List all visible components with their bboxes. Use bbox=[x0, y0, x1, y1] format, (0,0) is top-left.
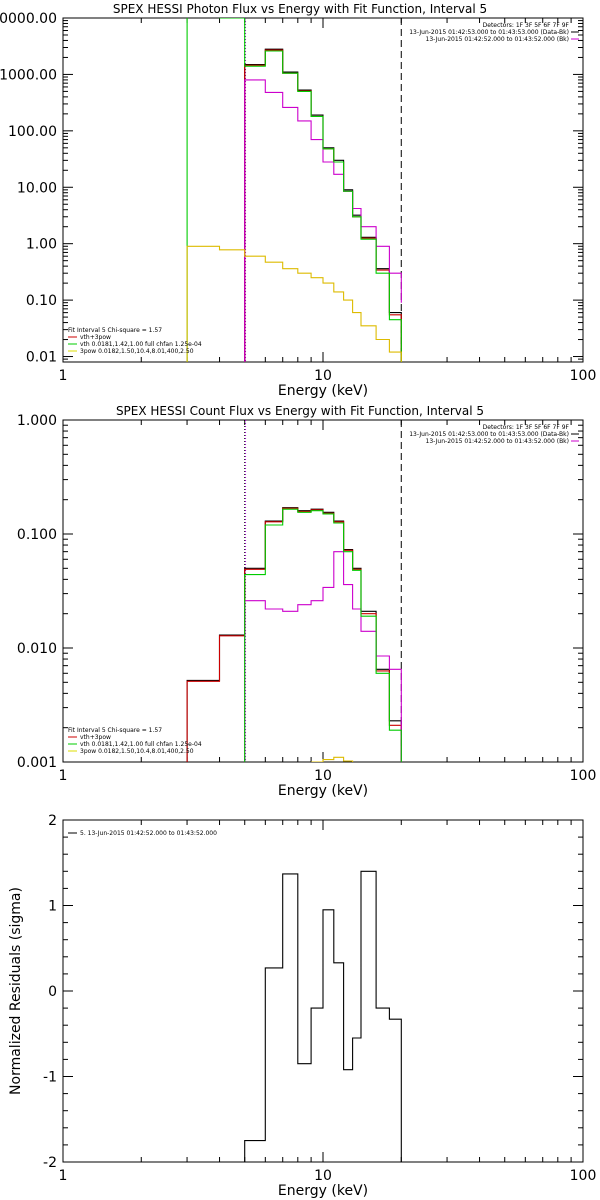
right-legend-entry: 13-Jun-2015 01:42:53.000 to 01:43:53.000… bbox=[409, 431, 569, 438]
y-tick-label: 1 bbox=[48, 899, 57, 915]
plot-frame bbox=[62, 17, 584, 363]
left-legend-entry: vth+3pow bbox=[80, 734, 111, 741]
series-line-5 bbox=[311, 756, 354, 762]
series-line-3 bbox=[244, 551, 402, 762]
chart-panel-1: SPEX HESSI Photon Flux vs Energy with Fi… bbox=[0, 2, 597, 399]
left-legend-entry: Fit Interval 5 Chi-square = 1.57 bbox=[68, 727, 162, 734]
chart-panel-2: SPEX HESSI Count Flux vs Energy with Fit… bbox=[17, 404, 596, 799]
y-tick-label: 10.00 bbox=[17, 180, 57, 196]
y-tick-label: 0.001 bbox=[17, 755, 57, 771]
y-tick-label: 1.000 bbox=[17, 413, 57, 429]
left-legend-entry: Fit Interval 5 Chi-square = 1.57 bbox=[68, 327, 162, 334]
x-axis-label: Energy (keV) bbox=[278, 783, 368, 799]
series-line-2 bbox=[244, 49, 402, 362]
left-legend-entry: 3pow 0.0182,1.50,10.4,8.01,400,2.50 bbox=[80, 748, 194, 755]
right-legend-entry: 13-Jun-2015 01:42:52.000 to 01:43:52.000… bbox=[426, 438, 569, 445]
chart-title: SPEX HESSI Photon Flux vs Energy with Fi… bbox=[113, 2, 487, 16]
y-tick-label: 0.01 bbox=[26, 350, 57, 366]
x-tick-label: 100 bbox=[570, 1168, 597, 1184]
chart-title: SPEX HESSI Count Flux vs Energy with Fit… bbox=[116, 404, 484, 418]
series-group bbox=[186, 507, 402, 762]
y-tick-label: -2 bbox=[43, 1155, 57, 1171]
y-tick-label: -1 bbox=[43, 1070, 57, 1086]
x-tick-label: 10 bbox=[314, 768, 332, 784]
y-tick-label: 0 bbox=[48, 984, 57, 1000]
left-legend-entry: 3pow 0.0182,1.50,10.4,8.01,400,2.50 bbox=[80, 348, 194, 355]
series-line-4 bbox=[244, 508, 402, 762]
y-tick-label: 100.00 bbox=[8, 124, 57, 140]
x-tick-label: 100 bbox=[570, 368, 597, 384]
series-group bbox=[186, 18, 402, 362]
x-tick-label: 100 bbox=[570, 768, 597, 784]
series-line-1 bbox=[186, 507, 402, 762]
series-group bbox=[244, 870, 402, 1162]
x-tick-label: 1 bbox=[59, 1168, 68, 1184]
left-legend-entry: vth+3pow bbox=[80, 334, 111, 341]
x-axis-label: Energy (keV) bbox=[278, 1183, 368, 1199]
right-legend-entry: 13-Jun-2015 01:42:52.000 to 01:43:52.000… bbox=[426, 36, 569, 43]
series-line-5 bbox=[186, 245, 402, 362]
y-tick-label: 0.10 bbox=[26, 293, 57, 309]
y-tick-label: 2 bbox=[48, 813, 57, 829]
x-axis-label: Energy (keV) bbox=[278, 383, 368, 399]
y-tick-label: 0.010 bbox=[17, 641, 57, 657]
series-line-4 bbox=[186, 18, 402, 362]
left-legend-entry: vth 0.0181,1.42,1.00 full chfan 1.25e-04 bbox=[80, 341, 202, 348]
right-legend-entry: 13-Jun-2015 01:42:53.000 to 01:43:53.000… bbox=[409, 29, 569, 36]
y-tick-label: 1000.00 bbox=[0, 67, 57, 83]
x-tick-label: 10 bbox=[314, 1168, 332, 1184]
left-legend-entry: vth 0.0181,1.42,1.00 full chfan 1.25e-04 bbox=[80, 741, 202, 748]
y-tick-label: 10000.00 bbox=[0, 11, 57, 27]
y-tick-label: 1.00 bbox=[26, 237, 57, 253]
series-line-1 bbox=[244, 48, 402, 362]
y-tick-label: 0.100 bbox=[17, 527, 57, 543]
left-legend-entry: 5. 13-Jun-2015 01:42:52.000 to 01:43:52.… bbox=[80, 830, 217, 837]
x-tick-label: 1 bbox=[59, 768, 68, 784]
x-tick-label: 1 bbox=[59, 368, 68, 384]
right-legend-entry: Detectors: 1F 3F 5F 6F 7F 9F bbox=[483, 424, 570, 431]
right-legend-entry: Detectors: 1F 3F 5F 6F 7F 9F bbox=[483, 22, 570, 29]
y-axis-label: Normalized Residuals (sigma) bbox=[8, 887, 24, 1095]
x-tick-label: 10 bbox=[314, 368, 332, 384]
series-line-1 bbox=[244, 870, 402, 1162]
